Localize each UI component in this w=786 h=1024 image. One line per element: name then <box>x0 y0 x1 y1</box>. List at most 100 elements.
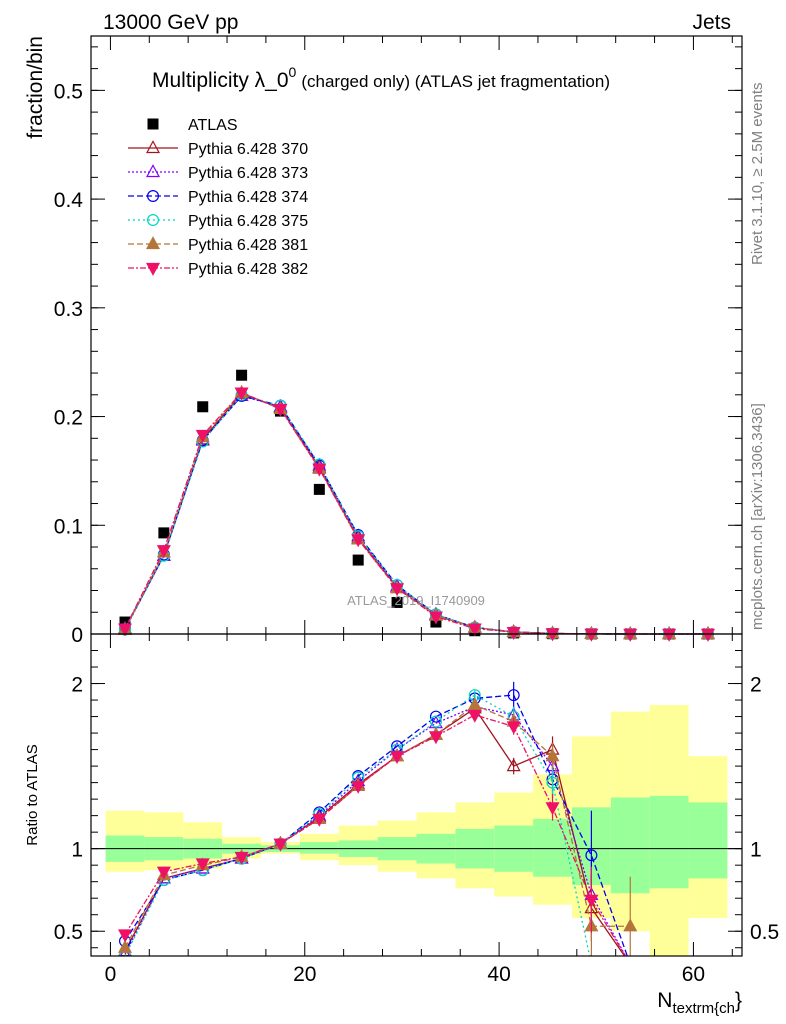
ratio-data-point <box>545 802 560 816</box>
ratio-data-point <box>507 689 520 702</box>
ratio-data-point <box>584 894 599 908</box>
y-tick-label: 0 <box>71 624 83 647</box>
legend-entry: ATLAS <box>147 117 238 134</box>
x-tick-label: 0 <box>105 963 117 986</box>
ratio-data-point <box>119 946 131 956</box>
chart-title-sup: 0 <box>289 64 297 80</box>
legend-entry: Pythia 6.428 381 <box>128 236 308 254</box>
legend: ATLAS Pythia 6.428 370 Pythia 6.428 373 Pyt… <box>128 117 308 278</box>
uncertainty-band-inner <box>299 842 339 854</box>
ratio-data-point <box>467 709 482 723</box>
ratio-data-point <box>428 731 443 745</box>
data-point <box>158 527 170 539</box>
legend-marker <box>147 190 160 203</box>
x-tick-label: 40 <box>487 963 510 986</box>
legend-marker <box>147 118 159 130</box>
ratio-series-line <box>124 714 627 956</box>
data-point <box>390 583 405 597</box>
ratio-y-tick-label: 2 <box>71 674 83 697</box>
ratio-data-point <box>118 939 133 953</box>
data-point <box>428 611 443 625</box>
ratio-data-point <box>390 751 405 765</box>
legend-marker <box>145 262 161 276</box>
uncertainty-band-inner <box>688 802 728 879</box>
legend-label: Pythia 6.428 382 <box>188 261 308 278</box>
ratio-series-5 <box>118 709 627 956</box>
x-tick-label: 20 <box>293 963 316 986</box>
data-point <box>584 628 599 642</box>
legend-label: Pythia 6.428 374 <box>188 189 308 206</box>
ratio-panel: 0.5 0.51 12 20 20 40 60 Ratio to ATLAS Ntextrm… <box>24 633 779 1017</box>
ratio-y-tick-label-right: 2 <box>750 674 762 697</box>
legend-label: ATLAS <box>188 117 238 134</box>
legend-marker <box>147 214 160 227</box>
ratio-data-point <box>545 748 560 762</box>
data-point <box>234 387 249 401</box>
legend-entry: Pythia 6.428 370 <box>128 140 308 158</box>
data-point <box>351 534 366 548</box>
ratio-series-line <box>124 705 627 956</box>
data-point <box>352 554 364 566</box>
legend-entry: Pythia 6.428 375 <box>128 213 308 230</box>
analysis-watermark: ATLAS_2019_I1740909 <box>347 593 485 608</box>
data-point <box>156 545 171 559</box>
ratio-data-point <box>156 866 171 880</box>
y-tick-label: 0.3 <box>54 298 83 321</box>
data-point <box>313 483 325 495</box>
x-axis-label-brace: } <box>735 989 742 1012</box>
legend-label: Pythia 6.428 373 <box>188 165 308 182</box>
data-point <box>391 596 403 608</box>
data-point <box>662 628 677 642</box>
ratio-data-point <box>312 813 327 827</box>
legend-entry: Pythia 6.428 373 <box>128 164 308 182</box>
x-axis-label-main: N <box>657 989 672 1012</box>
ratio-frame <box>90 633 743 957</box>
rivet-label: Rivet 3.1.10, ≥ 2.5M events <box>749 83 766 266</box>
y-tick-label: 0.4 <box>54 189 84 212</box>
x-tick-label: 60 <box>682 963 705 986</box>
legend-marker <box>145 164 161 178</box>
y-axis-label: fraction/bin <box>24 36 47 139</box>
mcplots-label: mcplots.cern.ch [arXiv:1306.3436] <box>749 403 766 630</box>
data-point <box>195 429 210 443</box>
ratio-series-line <box>124 694 591 956</box>
legend-marker <box>145 236 161 250</box>
y-tick-label: 0.2 <box>54 407 83 430</box>
ratio-data-point <box>351 780 366 794</box>
data-point <box>700 628 715 642</box>
data-point <box>273 403 288 417</box>
legend-label: Pythia 6.428 370 <box>188 141 308 158</box>
chart-title-main: Multiplicity λ_0 <box>152 69 289 92</box>
data-point <box>118 623 133 637</box>
legend-marker <box>145 140 161 154</box>
chart-title: Multiplicity λ_00 (charged only) (ATLAS j… <box>152 64 610 92</box>
ratio-series-line <box>124 694 629 956</box>
ratio-data-point <box>585 849 598 862</box>
ratio-series-group <box>118 681 638 956</box>
data-point <box>623 628 638 642</box>
data-point <box>506 627 521 641</box>
legend-entry: Pythia 6.428 374 <box>128 189 308 206</box>
y-tick-label: 0.1 <box>54 515 83 538</box>
uncertainty-band-inner <box>649 795 689 889</box>
legend-label: Pythia 6.428 381 <box>188 237 308 254</box>
x-axis-label-sub: textrm{ch <box>672 1000 735 1017</box>
energy-label: 13000 GeV pp <box>103 11 238 34</box>
ratio-data-point <box>506 758 521 772</box>
x-axis-label: Ntextrm{ch} <box>657 989 742 1017</box>
ratio-data-point <box>118 929 133 943</box>
ratio-y-axis-label: Ratio to ATLAS <box>24 744 41 845</box>
legend-label: Pythia 6.428 375 <box>188 213 308 230</box>
data-point <box>236 369 248 381</box>
ratio-data-point <box>506 721 521 735</box>
ratio-data-point <box>467 697 482 711</box>
category-label: Jets <box>692 11 731 34</box>
ratio-data-point <box>195 858 210 872</box>
data-point <box>467 623 482 637</box>
ratio-data-point <box>273 838 288 852</box>
ratio-y-tick-label: 1 <box>71 839 83 862</box>
data-point <box>312 463 327 477</box>
uncertainty-band-inner <box>533 818 572 877</box>
ratio-y-tick-label-right: 0.5 <box>750 921 779 944</box>
